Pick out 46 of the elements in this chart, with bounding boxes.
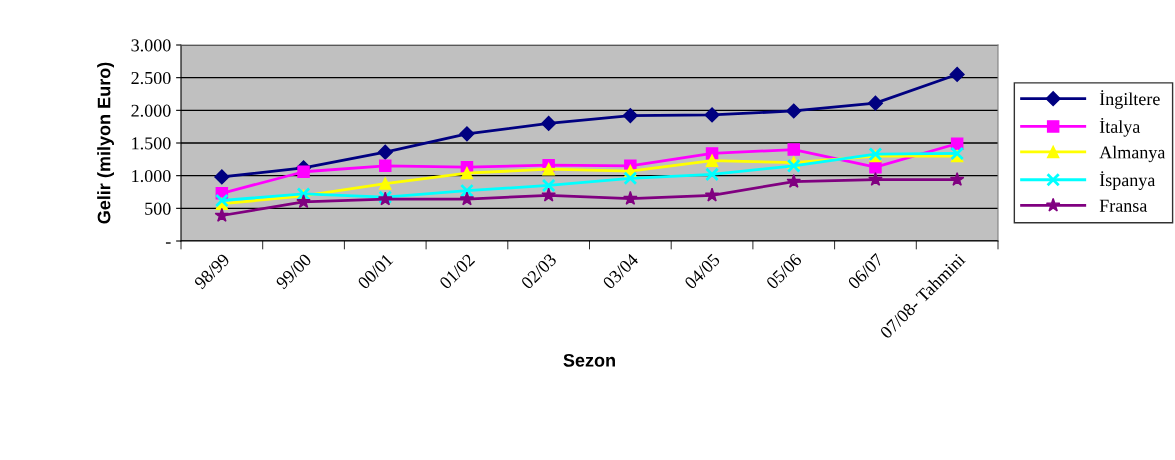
- y-tick-label: 1.000: [132, 169, 171, 183]
- y-tick-label: 3.000: [131, 39, 171, 52]
- legend-label: İngiltere: [1099, 90, 1160, 109]
- point: [214, 207, 230, 222]
- point: [623, 171, 638, 186]
- point: [623, 190, 638, 205]
- y-tick-label: 2.500: [131, 71, 171, 85]
- y-tick-label: 2.000: [131, 104, 171, 117]
- point: [622, 107, 638, 124]
- point: [704, 187, 720, 202]
- point: [541, 187, 556, 202]
- y-tick-label: 1.500: [132, 137, 171, 150]
- point: [705, 167, 719, 182]
- x-axis-title: Sezon: [563, 353, 615, 367]
- legend-label: Almanya: [1099, 145, 1166, 163]
- legend-label: Fransa: [1099, 199, 1148, 212]
- point: [214, 169, 230, 185]
- point: [786, 158, 801, 173]
- point: [868, 171, 883, 186]
- point: [787, 143, 801, 156]
- point: [460, 166, 474, 180]
- point: [705, 154, 719, 167]
- point: [867, 95, 884, 111]
- point: [297, 165, 310, 178]
- point: [377, 144, 393, 160]
- legend-label: İtalya: [1099, 117, 1141, 137]
- y-tick-label: 500: [145, 202, 171, 215]
- point: [378, 177, 392, 190]
- point: [541, 178, 556, 193]
- point: [541, 115, 557, 131]
- point: [786, 103, 802, 119]
- point: [296, 194, 311, 209]
- point: [869, 160, 882, 174]
- point: [460, 183, 474, 198]
- y-axis-title: Gelir (milyon Euro): [97, 62, 114, 224]
- point: [459, 191, 475, 206]
- point: [459, 126, 475, 142]
- legend-label: İspanya: [1099, 171, 1156, 190]
- point: [378, 159, 392, 173]
- point: [704, 107, 720, 123]
- point: [786, 173, 802, 188]
- point: [949, 171, 965, 186]
- point: [950, 137, 964, 150]
- y-tick-label: -: [165, 242, 171, 244]
- point: [949, 66, 965, 82]
- point: [542, 162, 555, 176]
